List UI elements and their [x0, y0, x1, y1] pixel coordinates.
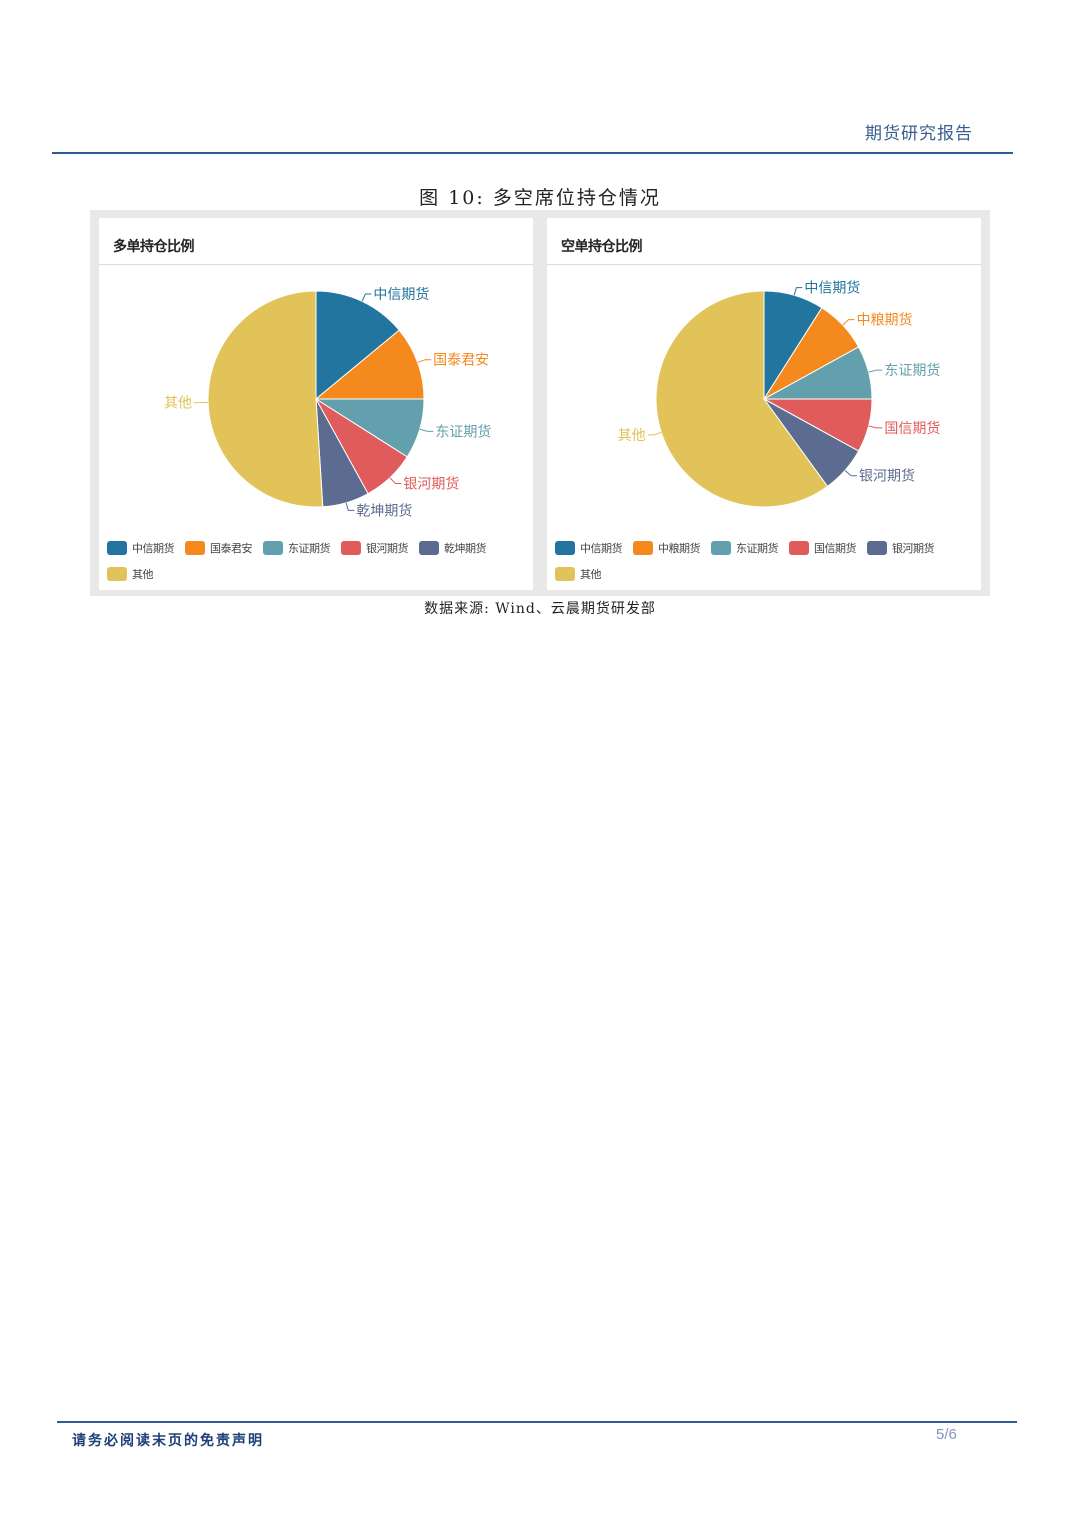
slice-label: 东证期货: [435, 423, 491, 440]
legend-swatch: [711, 541, 731, 555]
slice-leader-line: [842, 319, 855, 326]
slice-leader-line: [419, 428, 434, 432]
footer-divider: [57, 1421, 1017, 1423]
slice-leader-line: [417, 359, 432, 363]
legend-item[interactable]: 国泰君安: [185, 540, 253, 556]
legend-label: 中粮期货: [658, 542, 701, 555]
legend-item[interactable]: 银河期货: [341, 540, 409, 556]
slice-label: 其他: [164, 396, 192, 412]
legend-item[interactable]: 中粮期货: [633, 540, 701, 556]
slice-label: 国泰君安: [433, 353, 489, 369]
legend-label: 其他: [132, 568, 154, 581]
legend-label: 乾坤期货: [444, 542, 487, 555]
legend-swatch: [633, 541, 653, 555]
short-position-panel: 空单持仓比例 中信期货 中粮期货 东证期货 国信期货 银河期货 其他 中信期货 中粮期货 东证…: [547, 218, 981, 590]
slice-label: 中粮期货: [857, 312, 913, 329]
legend-label: 国泰君安: [210, 542, 253, 555]
report-type-title: 期货研究报告: [865, 124, 973, 144]
legend-swatch: [555, 541, 575, 555]
legend-swatch: [555, 567, 575, 581]
legend-label: 银河期货: [892, 542, 935, 555]
pie-slice: [314, 329, 425, 400]
slice-label: 中信期货: [804, 280, 860, 297]
legend-swatch: [789, 541, 809, 555]
slice-label: 国信期货: [884, 420, 940, 437]
legend-swatch: [107, 541, 127, 555]
slice-leader-line: [389, 477, 402, 485]
pie-slice: [207, 290, 324, 508]
long-position-panel: 多单持仓比例 中信期货 国泰君安 东证期货 银河期货 乾坤期货 其他 中信期货 国泰君安 东证…: [99, 218, 533, 590]
slice-leader-line: [647, 431, 662, 436]
legend-swatch: [867, 541, 887, 555]
slice-leader-line: [868, 369, 883, 373]
legend-swatch: [419, 541, 439, 555]
slice-leader-line: [345, 502, 355, 511]
legend-label: 银河期货: [366, 542, 409, 555]
pie-slice: [655, 290, 829, 508]
legend-swatch: [263, 541, 283, 555]
legend-label: 中信期货: [580, 542, 623, 555]
slice-leader-line: [361, 293, 372, 302]
legend-label: 中信期货: [132, 542, 175, 555]
chart-legend: 中信期货 国泰君安 东证期货 银河期货 乾坤期货其他: [107, 540, 532, 582]
legend-label: 东证期货: [288, 542, 331, 555]
legend-item[interactable]: 银河期货: [867, 540, 935, 556]
slice-leader-line: [793, 287, 803, 296]
legend-item[interactable]: 其他: [107, 566, 154, 582]
legend-swatch: [107, 567, 127, 581]
disclaimer-note: 请务必阅读末页的免责声明: [72, 1433, 264, 1449]
chart-title: 多单持仓比例: [113, 239, 195, 255]
chart-frame: 多单持仓比例 中信期货 国泰君安 东证期货 银河期货 乾坤期货 其他 中信期货 国泰君安 东证…: [90, 210, 990, 596]
slice-leader-line: [868, 425, 883, 429]
chart-legend: 中信期货 中粮期货 东证期货 国信期货 银河期货其他: [555, 540, 980, 582]
legend-swatch: [341, 541, 361, 555]
legend-swatch: [185, 541, 205, 555]
data-source-note: 数据来源: Wind、云晨期货研发部: [424, 601, 656, 617]
slice-label: 乾坤期货: [356, 502, 412, 519]
header-divider: [52, 152, 1013, 154]
legend-label: 国信期货: [814, 542, 857, 555]
chart-title: 空单持仓比例: [561, 239, 643, 255]
legend-item[interactable]: 其他: [555, 566, 602, 582]
legend-item[interactable]: 中信期货: [107, 540, 175, 556]
legend-item[interactable]: 东证期货: [263, 540, 331, 556]
slice-label: 中信期货: [373, 286, 429, 303]
page-number: 5/6: [936, 1426, 957, 1443]
legend-item[interactable]: 乾坤期货: [419, 540, 487, 556]
figure-caption: 图 10: 多空席位持仓情况: [419, 187, 661, 209]
slice-label: 其他: [618, 428, 646, 444]
legend-item[interactable]: 中信期货: [555, 540, 623, 556]
legend-item[interactable]: 国信期货: [789, 540, 857, 556]
slice-label: 银河期货: [403, 476, 459, 493]
slice-label: 东证期货: [884, 362, 940, 379]
legend-item[interactable]: 东证期货: [711, 540, 779, 556]
panel-divider: [547, 264, 981, 265]
legend-label: 其他: [580, 568, 602, 581]
pie-slice: [315, 290, 400, 401]
legend-label: 东证期货: [736, 542, 779, 555]
slice-label: 银河期货: [859, 468, 915, 485]
panel-divider: [99, 264, 533, 265]
slice-leader-line: [844, 470, 858, 477]
